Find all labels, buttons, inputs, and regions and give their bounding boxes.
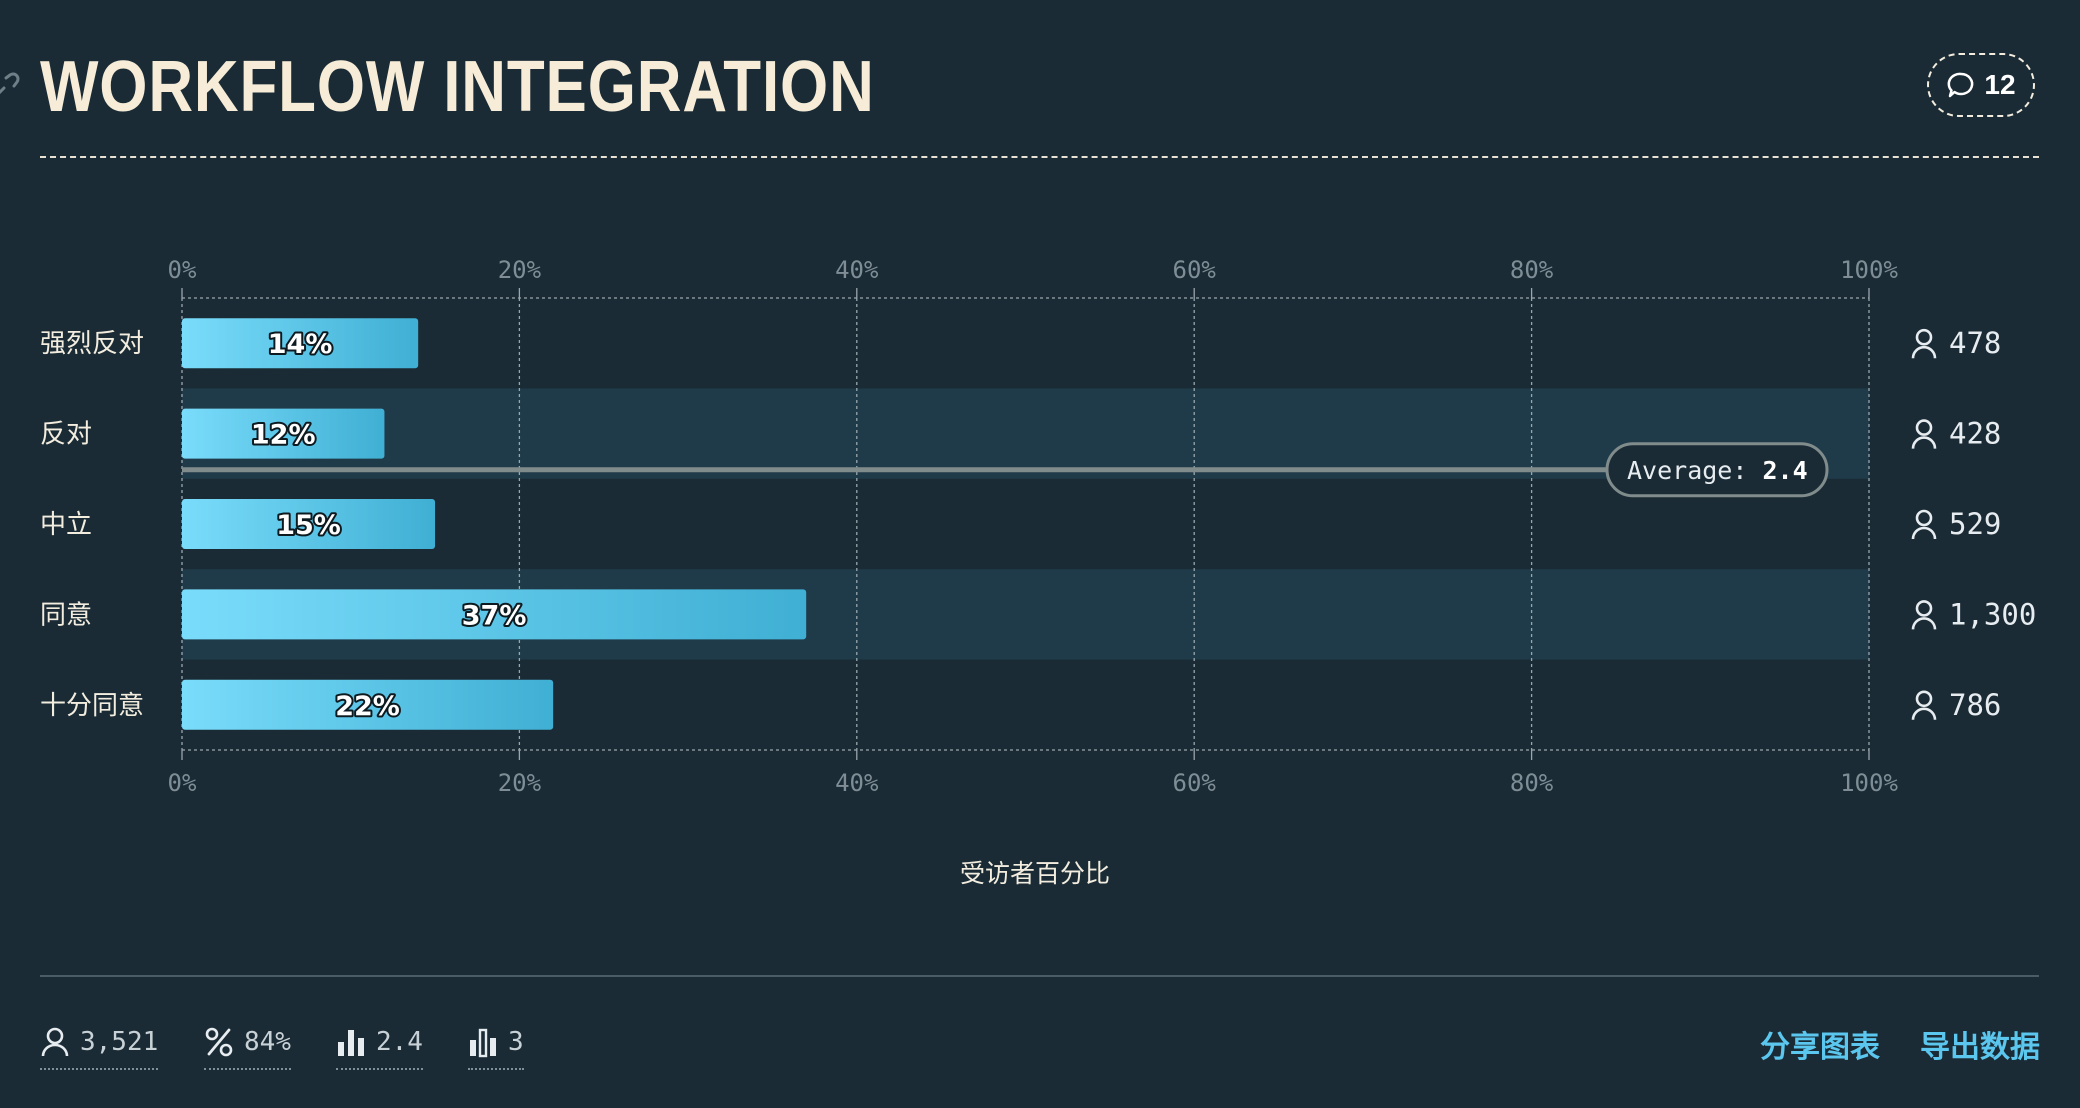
x-tick-label-top: 20% — [498, 256, 542, 284]
x-tick-label-bottom: 80% — [1510, 769, 1554, 797]
stat-percent[interactable]: 84% — [204, 1020, 291, 1070]
title-divider — [40, 156, 2039, 158]
median-chart-icon — [470, 1028, 496, 1058]
x-tick-label-top: 80% — [1510, 256, 1554, 284]
person-icon — [1911, 600, 1937, 630]
x-tick-label-top: 60% — [1173, 256, 1217, 284]
stat-percent-value: 84% — [244, 1027, 291, 1057]
stat-median[interactable]: 3 — [468, 1020, 524, 1070]
category-label: 中立 — [40, 510, 92, 540]
share-chart-link[interactable]: 分享图表 — [1760, 1030, 1880, 1065]
bar[interactable] — [182, 499, 436, 549]
person-icon — [41, 1027, 69, 1057]
respondent-count: 428 — [1949, 417, 2001, 451]
respondent-count: 786 — [1949, 688, 2001, 722]
category-label: 同意 — [40, 600, 92, 630]
x-tick-label-top: 100% — [1840, 256, 1898, 284]
comment-count: 12 — [1984, 69, 2016, 100]
category-label: 强烈反对 — [40, 329, 144, 359]
respondent-count: 1,300 — [1949, 597, 2036, 631]
bar-chart-icon — [338, 1030, 364, 1056]
x-tick-label-top: 40% — [835, 256, 879, 284]
person-icon — [1911, 419, 1937, 449]
x-axis-label: 受访者百分比 — [960, 859, 1110, 888]
bar[interactable] — [182, 589, 807, 640]
stat-respondents-value: 3,521 — [80, 1027, 159, 1057]
respondent-count: 529 — [1949, 507, 2001, 541]
category-label: 十分同意 — [40, 691, 144, 721]
bar-value-label: 22% — [335, 691, 400, 722]
stat-average[interactable]: 2.4 — [336, 1020, 423, 1070]
stat-respondents[interactable]: 3,521 — [40, 1020, 159, 1070]
percent-icon — [205, 1027, 233, 1057]
x-tick-label-bottom: 40% — [835, 769, 879, 797]
export-data-link[interactable]: 导出数据 — [1920, 1030, 2040, 1065]
bar[interactable] — [182, 318, 419, 369]
comment-icon — [1947, 72, 1974, 98]
x-tick-label-top: 0% — [168, 256, 197, 284]
comment-button[interactable]: 12 — [1927, 53, 2035, 117]
stat-average-value: 2.4 — [376, 1027, 423, 1057]
average-value: 2.4 — [1762, 456, 1807, 485]
x-tick-label-bottom: 60% — [1173, 769, 1217, 797]
footer-divider — [40, 975, 2039, 977]
category-label: 反对 — [40, 420, 92, 450]
bar[interactable] — [182, 408, 385, 459]
person-icon — [1911, 690, 1937, 720]
average-label: Average: 2.4 — [1627, 456, 1808, 485]
stat-median-value: 3 — [508, 1027, 524, 1057]
bar[interactable] — [182, 679, 554, 730]
chart-title: WORKFLOW INTEGRATION — [40, 47, 875, 127]
x-tick-label-bottom: 20% — [498, 769, 542, 797]
link-icon[interactable] — [0, 72, 22, 100]
x-tick-label-bottom: 0% — [168, 769, 197, 797]
bar-value-label: 37% — [462, 600, 527, 631]
person-icon — [1911, 509, 1937, 540]
person-icon — [1911, 328, 1937, 359]
x-tick-label-bottom: 100% — [1840, 769, 1898, 797]
average-pill — [1605, 442, 1829, 498]
bar-value-label: 12% — [251, 420, 316, 451]
row-band — [182, 388, 1869, 479]
respondent-count: 478 — [1949, 326, 2001, 360]
bar-value-label: 14% — [268, 329, 333, 360]
bar-value-label: 15% — [276, 510, 341, 541]
